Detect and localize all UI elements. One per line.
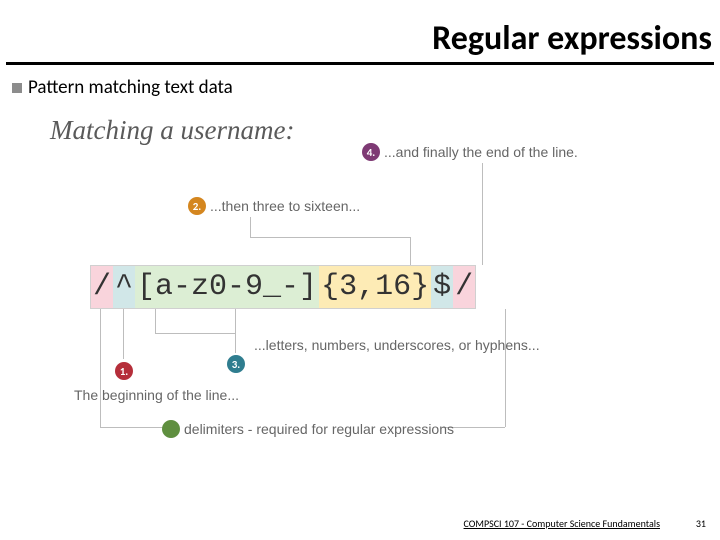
line-2c [410, 237, 411, 265]
line-5c [505, 309, 506, 427]
badge-2: 2. [188, 197, 206, 215]
title-underline [6, 62, 714, 65]
badge-5 [162, 420, 180, 438]
regex-caret: ^ [113, 266, 135, 308]
badge-1: 1. [115, 362, 133, 380]
annotation-5-text: delimiters - required for regular expres… [184, 421, 454, 437]
line-2b [250, 237, 410, 238]
regex-delim-open: / [91, 266, 113, 308]
regex-dollar: $ [431, 266, 453, 308]
slide-title: Regular expressions [432, 18, 712, 59]
page-number: 31 [696, 517, 706, 530]
line-1 [123, 309, 124, 359]
line-2a [250, 217, 251, 237]
annotation-2-text: ...then three to sixteen... [210, 198, 360, 214]
line-3c [235, 309, 236, 353]
badge-4: 4. [362, 143, 380, 161]
bullet-text: Pattern matching text data [28, 76, 233, 99]
line-5b [100, 427, 170, 428]
footer-course: COMPSCI 107 - Computer Science Fundament… [464, 517, 660, 530]
line-5a [100, 309, 101, 427]
regex-quantifier: {3,16} [319, 266, 431, 308]
regex-expression: / ^ [a-z0-9_-] {3,16} $ / [90, 265, 476, 309]
line-3a [155, 309, 156, 333]
line-4 [482, 163, 483, 265]
regex-diagram: Matching a username: 4. ...and finally t… [50, 115, 670, 445]
handwriting-title: Matching a username: [50, 115, 294, 146]
regex-charclass: [a-z0-9_-] [135, 266, 319, 308]
annotation-3-text: ...letters, numbers, underscores, or hyp… [254, 337, 540, 353]
annotation-4-text: ...and finally the end of the line. [384, 144, 578, 160]
bullet-icon [12, 83, 22, 93]
bullet-row: Pattern matching text data [12, 76, 233, 99]
annotation-1-text: The beginning of the line... [74, 387, 239, 403]
line-3b [155, 333, 235, 334]
regex-delim-close: / [453, 266, 475, 308]
badge-3: 3. [227, 355, 245, 373]
